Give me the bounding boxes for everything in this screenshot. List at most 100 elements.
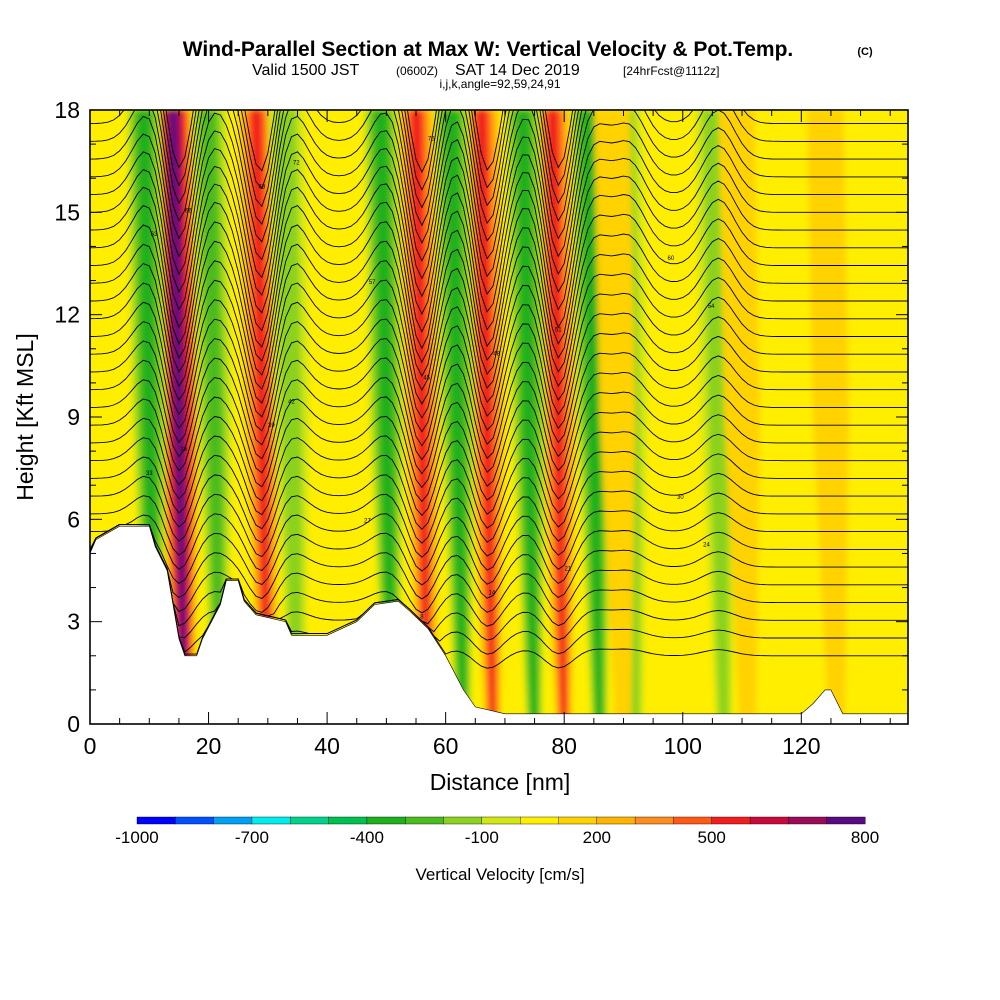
theta-contour [90,312,908,433]
vv-band [505,110,547,724]
terrain [90,525,908,724]
chart-subtitle: Valid 1500 JST (0600Z) SAT 14 Dec 2019 [… [252,62,719,79]
contour-label: 27 [364,519,371,525]
theta-contour [90,157,908,316]
colorbar-swatch [673,816,713,825]
ijk-angle-line: i,j,k,angle=92,59,24,91 [439,77,560,91]
colorbar-swatch [481,816,521,825]
theta-contour [90,332,908,447]
theta-contour [90,122,908,280]
theta-contour [90,524,908,586]
vv-band-level [251,110,270,724]
y-tick-label: 0 [67,711,80,737]
x-tick-label: 100 [664,733,702,759]
vv-band-level [718,110,760,724]
contour-label: 33 [146,471,153,477]
contour-labels: 1812681421242730333639424548515457606366… [146,137,715,692]
subtitle-forecast: [24hrFcst@1112z] [623,64,719,78]
colorbar-swatch [175,816,215,825]
theta-contour [90,292,908,419]
contour-label: 63 [151,232,158,238]
y-axis-label: Height [Kft MSL] [12,333,38,500]
theta-contour [90,233,908,377]
plot-area: 1812681421242730333639424548515457606366… [90,110,908,724]
colorbar-swatch [558,816,598,825]
x-axis: 0 20 40 60 80 100 120 [84,110,891,759]
theta-contour [90,470,908,544]
theta-contour [90,431,908,516]
subtitle-valid-main: Valid 1500 JST [252,62,360,79]
x-axis-label: Distance [nm] [430,769,571,795]
contour-label: 75 [428,137,435,143]
vv-band-level [446,110,466,724]
colorbar-tick-label: 500 [698,828,726,847]
theta-contour [162,110,576,191]
vv-band [807,110,849,724]
colorbar-tick-label: -1000 [115,828,158,847]
colorbar-swatch [826,816,866,825]
contour-label: 14 [489,590,496,596]
y-tick-label: 9 [67,404,80,430]
subtitle-valid-date: SAT 14 Dec 2019 [455,62,580,79]
colorbar-swatch [634,816,674,825]
vv-band-level [275,110,302,724]
x-tick-label: 20 [196,733,222,759]
theta-contour [90,253,908,391]
x-tick-label: 0 [84,733,97,759]
y-tick-label: 3 [67,609,80,635]
theta-contour [90,110,908,262]
theta-contour [90,524,908,627]
subtitle-valid-utc: (0600Z) [396,64,438,78]
colorbar-swatch [366,816,406,825]
contour-label: 57 [369,280,376,286]
vv-band-level [517,110,537,724]
x-tick-label: 40 [314,733,340,759]
contour-label: 21 [564,567,571,573]
colorbar-swatch [328,816,368,825]
theta-contour [90,194,908,350]
x-tick-label: 60 [433,733,459,759]
chart-title: Wind-Parallel Section at Max W: Vertical… [183,38,794,61]
colorbar-tick-label: -100 [465,828,499,847]
chart-title-mark: (C) [857,46,873,58]
theta-contour [90,490,908,558]
contour-label: 24 [703,543,710,549]
theta-contour [90,273,908,405]
theta-contour [90,524,908,614]
contour-label: 45 [423,376,430,382]
colorbar-swatch [443,816,483,825]
theta-contour [165,110,574,174]
colorbar-swatch [213,816,253,825]
colorbar-swatch [788,816,828,825]
contour-label: 72 [293,161,300,167]
contour-label: 36 [180,447,187,453]
colorbar-tick-label: -700 [235,828,269,847]
contour-label: 69 [259,185,266,191]
vv-band-level [411,110,430,724]
colorbar-swatch [251,816,291,825]
theta-contour [90,450,908,530]
contour-label: 42 [288,399,295,405]
theta-contour [90,391,908,489]
theta-contour [90,524,908,600]
colorbar-swatch [290,816,330,825]
colorbar-tick-label: -400 [350,828,384,847]
theta-contour [90,371,908,475]
colorbar: -1000 -700 -400 -100 200 500 800 [115,816,879,847]
theta-contour [90,510,908,572]
contour-label: 51 [555,328,562,334]
x-tick-label: 80 [551,733,577,759]
colorbar-swatch [596,816,636,825]
x-tick-label: 120 [782,733,820,759]
theta-contour [90,213,908,364]
theta-contour [90,352,908,461]
colorbar-tick-label: 800 [851,828,879,847]
vv-band-level [548,110,566,724]
colorbar-label: Vertical Velocity [cm/s] [415,865,584,884]
colorbar-swatch [520,816,560,825]
vv-band-level [476,110,495,724]
theta-contour [90,411,908,503]
potential-temperature-contours [90,110,908,669]
